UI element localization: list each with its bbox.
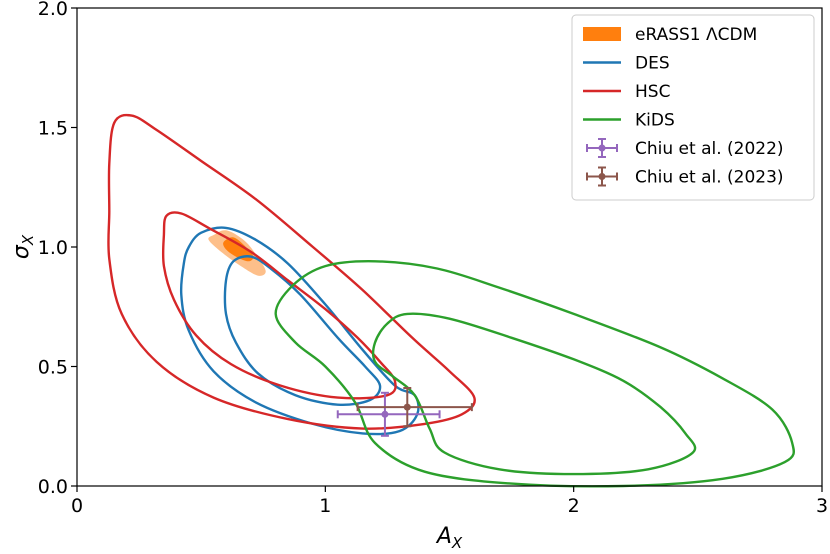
legend-swatch <box>598 173 606 180</box>
series-erass1-cdm <box>208 230 266 276</box>
y-tick-label: 2.0 <box>38 0 68 20</box>
legend-label: Chiu et al. (2022) <box>635 139 784 159</box>
x-axis-label: AX <box>435 524 463 552</box>
errorbar-point <box>381 410 389 418</box>
series-des <box>179 226 420 436</box>
axis-layer: 0 1 2 3 0.0 0.5 1.0 1.5 2.0 AX σX <box>9 0 828 552</box>
kids-contour-2 <box>371 312 697 476</box>
x-tick-label: 2 <box>568 495 580 517</box>
legend-box <box>571 14 815 201</box>
legend: eRASS1 ΛCDM DES HSC KiDS Chiu et al. (2022) C… <box>571 14 815 201</box>
x-tick-label: 1 <box>319 495 331 517</box>
legend-entry: Chiu et al. (2023) <box>586 166 784 188</box>
y-tick-label: 0.5 <box>38 357 68 379</box>
y-tick-label: 0.0 <box>38 476 68 498</box>
legend-entry: Chiu et al. (2022) <box>586 138 784 159</box>
kids-contour-1 <box>274 260 796 488</box>
hsc-contour-1 <box>107 113 476 430</box>
errorbar-chiu-2023 <box>356 387 473 428</box>
series-hsc <box>107 113 476 430</box>
des-contour-2 <box>223 255 382 407</box>
legend-label: Chiu et al. (2023) <box>635 168 784 188</box>
legend-entry: KiDS <box>583 111 675 131</box>
legend-label: eRASS1 ΛCDM <box>635 25 757 45</box>
errorbar-layer <box>336 387 473 437</box>
legend-entry: HSC <box>583 82 670 102</box>
des-contour-1 <box>179 226 420 436</box>
x-tick-label: 3 <box>816 495 828 517</box>
errorbar-chiu-2022 <box>336 391 441 437</box>
y-axis-label: σX <box>9 234 37 259</box>
y-tick-label: 1.5 <box>38 118 68 140</box>
x-tick-label: 0 <box>71 495 83 517</box>
legend-swatch <box>598 144 606 152</box>
legend-label: DES <box>635 54 670 74</box>
y-tick-label: 1.0 <box>38 237 68 259</box>
series-kids <box>274 260 796 488</box>
legend-swatch <box>583 27 621 41</box>
legend-entry: eRASS1 ΛCDM <box>583 25 757 45</box>
legend-label: KiDS <box>635 111 675 131</box>
legend-label: HSC <box>635 82 670 102</box>
errorbar-point <box>403 403 411 411</box>
hsc-contour-2 <box>161 211 397 400</box>
legend-entry: DES <box>583 54 670 74</box>
